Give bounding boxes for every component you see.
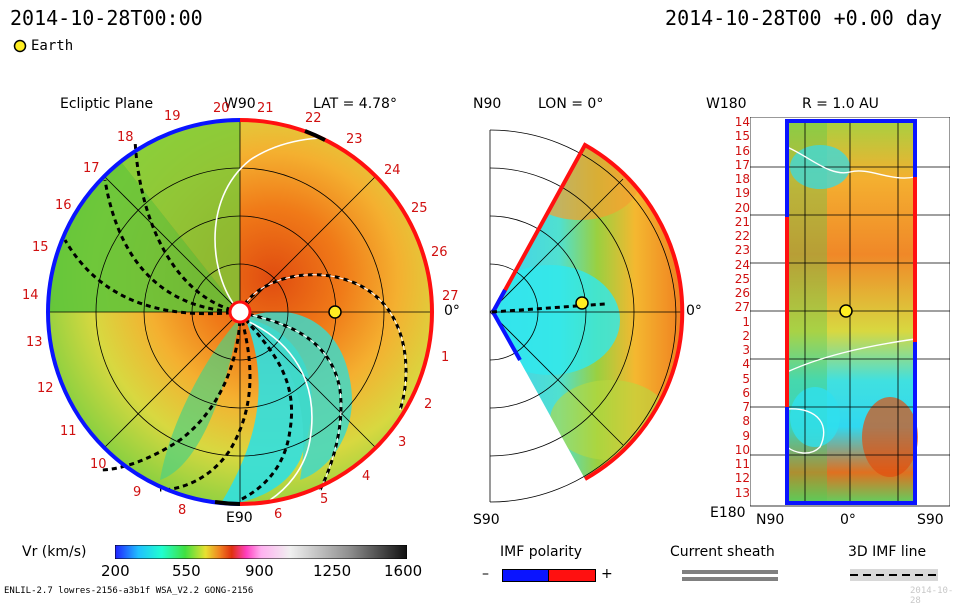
earth-marker-icon xyxy=(13,39,27,53)
sector-number: 12 xyxy=(37,381,54,396)
ecliptic-plane-plot: 20 19 18 17 16 15 14 13 12 11 10 9 8 21 … xyxy=(22,101,459,522)
sector-number: 2 xyxy=(424,397,432,412)
ecliptic-zero-label: 0° xyxy=(444,303,460,319)
radial-row-label: 13 xyxy=(734,485,750,500)
current-sheath-line xyxy=(682,577,778,581)
sector-number: 5 xyxy=(320,492,328,507)
meridional-earth-marker xyxy=(575,296,589,310)
sector-number: 8 xyxy=(178,503,186,518)
radial-plot xyxy=(750,117,950,507)
radial-row-label: 9 xyxy=(742,428,750,443)
radial-row-label: 2 xyxy=(742,328,750,343)
radial-title: R = 1.0 AU xyxy=(802,96,879,112)
meridional-plot xyxy=(489,129,685,503)
meridional-n-label: N90 xyxy=(473,96,502,112)
radial-bottom-left: E180 xyxy=(710,505,746,521)
imf-negative-swatch xyxy=(502,569,550,582)
sector-number: 3 xyxy=(398,435,406,450)
earth-label: Earth xyxy=(31,38,74,54)
radial-bottom-zero: 0° xyxy=(840,512,856,528)
radial-row-label: 23 xyxy=(734,243,750,258)
radial-row-label: 24 xyxy=(734,257,750,272)
sector-number: 21 xyxy=(257,101,274,116)
radial-row-label: 25 xyxy=(734,271,750,286)
radial-row-label: 6 xyxy=(742,385,750,400)
radial-row-label: 5 xyxy=(742,371,750,386)
radial-row-label: 7 xyxy=(742,400,750,415)
radial-bottom-s90: S90 xyxy=(917,512,944,528)
sector-number: 4 xyxy=(362,469,370,484)
radial-bottom-n90: N90 xyxy=(756,512,785,528)
sector-number: 15 xyxy=(32,240,49,255)
imf-line-sample xyxy=(850,569,938,581)
radial-row-label: 17 xyxy=(734,157,750,172)
radial-row-label: 1 xyxy=(742,314,750,329)
sector-number: 20 xyxy=(213,101,230,116)
radial-row-label: 3 xyxy=(742,343,750,358)
current-sheath-line xyxy=(682,570,778,574)
radial-row-label: 16 xyxy=(734,143,750,158)
imf-minus: – xyxy=(482,566,489,582)
sector-number: 18 xyxy=(117,130,134,145)
radial-row-label: 19 xyxy=(734,186,750,201)
sector-number: 6 xyxy=(274,507,282,522)
ecliptic-e-label: E90 xyxy=(226,510,253,526)
sector-number: 14 xyxy=(22,288,39,303)
radial-row-label: 18 xyxy=(734,172,750,187)
radial-row-label: 11 xyxy=(734,457,750,472)
ecliptic-lat-label: LAT = 4.78° xyxy=(313,96,397,112)
sector-number: 10 xyxy=(90,457,107,472)
imf-polarity-title: IMF polarity xyxy=(500,544,583,560)
sector-number: 24 xyxy=(384,163,401,178)
imf-positive-swatch xyxy=(548,569,596,582)
footer-right: 2014-10-28 xyxy=(910,586,954,606)
radial-top-left: W180 xyxy=(706,96,747,112)
sector-number: 23 xyxy=(346,132,363,147)
header-right-time: 2014-10-28T00 +0.00 day xyxy=(665,6,942,30)
radial-row-label: 15 xyxy=(734,129,750,144)
sector-number: 13 xyxy=(26,335,43,350)
colorbar-tick: 1600 xyxy=(384,562,423,580)
colorbar-tick: 1250 xyxy=(313,562,352,580)
ecliptic-title: Ecliptic Plane xyxy=(60,96,154,112)
colorbar-tick: 200 xyxy=(101,562,130,580)
radial-row-label: 10 xyxy=(734,442,750,457)
meridional-s-label: S90 xyxy=(473,512,500,528)
radial-row-label: 20 xyxy=(734,200,750,215)
sector-number: 17 xyxy=(83,161,100,176)
meridional-lon-label: LON = 0° xyxy=(538,96,604,112)
vr-colorbar xyxy=(115,545,407,559)
sector-number: 16 xyxy=(55,198,72,213)
footer-left: ENLIL-2.7 lowres-2156-a3b1f WSA_V2.2 GON… xyxy=(4,586,254,596)
sector-number: 9 xyxy=(133,485,141,500)
colorbar-tick: 550 xyxy=(172,562,201,580)
meridional-zero-label: 0° xyxy=(686,303,702,319)
radial-row-label: 12 xyxy=(734,471,750,486)
radial-row-label: 22 xyxy=(734,229,750,244)
radial-row-label: 8 xyxy=(742,414,750,429)
colorbar-label: Vr (km/s) xyxy=(22,544,87,560)
radial-earth-marker xyxy=(839,304,853,318)
radial-row-label: 26 xyxy=(734,286,750,301)
radial-row-label: 14 xyxy=(734,115,750,129)
sector-number: 11 xyxy=(60,424,77,439)
imf-plus: + xyxy=(601,566,613,582)
radial-row-label: 21 xyxy=(734,214,750,229)
earth-legend: Earth xyxy=(12,38,73,54)
sector-number: 22 xyxy=(305,111,322,126)
radial-row-label: 4 xyxy=(742,357,750,372)
ecliptic-w-label: W90 xyxy=(224,96,256,112)
sector-number: 26 xyxy=(431,245,448,260)
colorbar-tick: 900 xyxy=(245,562,274,580)
radial-row-label: 27 xyxy=(734,300,750,315)
sector-number: 25 xyxy=(411,201,428,216)
imf-line-title: 3D IMF line xyxy=(848,544,927,560)
current-sheath-title: Current sheath xyxy=(670,544,775,560)
sector-number: 27 xyxy=(442,289,459,304)
sector-number: 19 xyxy=(164,109,181,124)
ecliptic-earth-marker xyxy=(328,305,342,319)
radial-row-labels: 14 15 16 17 18 19 20 21 22 23 24 25 26 27 1 2 3 4 5 6 7 8 9 10 1… xyxy=(726,115,750,503)
header-left-time: 2014-10-28T00:00 xyxy=(10,6,203,30)
sector-number: 1 xyxy=(441,350,449,365)
